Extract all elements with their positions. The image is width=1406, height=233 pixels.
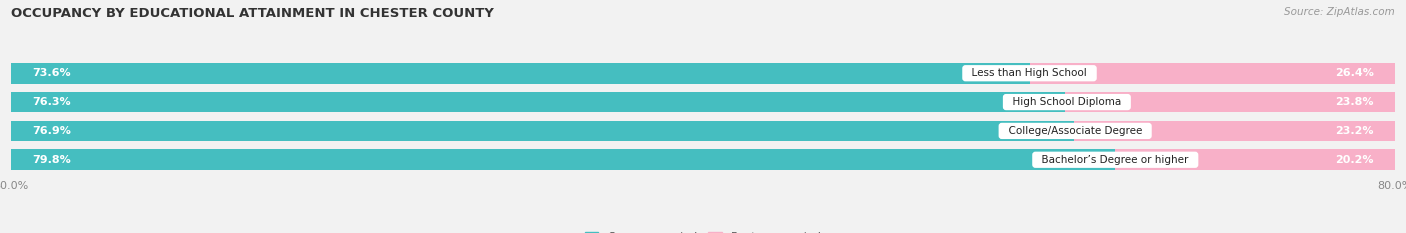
- Text: Bachelor’s Degree or higher: Bachelor’s Degree or higher: [1035, 155, 1195, 165]
- Text: 23.8%: 23.8%: [1336, 97, 1374, 107]
- Bar: [11, 92, 1395, 113]
- Bar: [1115, 149, 1395, 170]
- Text: Less than High School: Less than High School: [966, 68, 1094, 78]
- Text: 79.8%: 79.8%: [32, 155, 70, 165]
- Bar: [1066, 92, 1395, 113]
- Text: High School Diploma: High School Diploma: [1005, 97, 1128, 107]
- Text: Source: ZipAtlas.com: Source: ZipAtlas.com: [1284, 7, 1395, 17]
- Text: 20.2%: 20.2%: [1336, 155, 1374, 165]
- Text: 76.9%: 76.9%: [32, 126, 70, 136]
- Bar: [11, 120, 1076, 141]
- Legend: Owner-occupied, Renter-occupied: Owner-occupied, Renter-occupied: [581, 227, 825, 233]
- Text: 23.2%: 23.2%: [1336, 126, 1374, 136]
- Text: OCCUPANCY BY EDUCATIONAL ATTAINMENT IN CHESTER COUNTY: OCCUPANCY BY EDUCATIONAL ATTAINMENT IN C…: [11, 7, 494, 20]
- Bar: [1074, 120, 1395, 141]
- Bar: [11, 92, 1067, 113]
- Bar: [11, 120, 1395, 141]
- Text: College/Associate Degree: College/Associate Degree: [1001, 126, 1149, 136]
- Bar: [11, 63, 1029, 84]
- Bar: [11, 63, 1395, 84]
- Bar: [11, 149, 1115, 170]
- Text: 26.4%: 26.4%: [1336, 68, 1374, 78]
- Bar: [1029, 63, 1395, 84]
- Text: 73.6%: 73.6%: [32, 68, 70, 78]
- Text: 76.3%: 76.3%: [32, 97, 70, 107]
- Bar: [11, 149, 1395, 170]
